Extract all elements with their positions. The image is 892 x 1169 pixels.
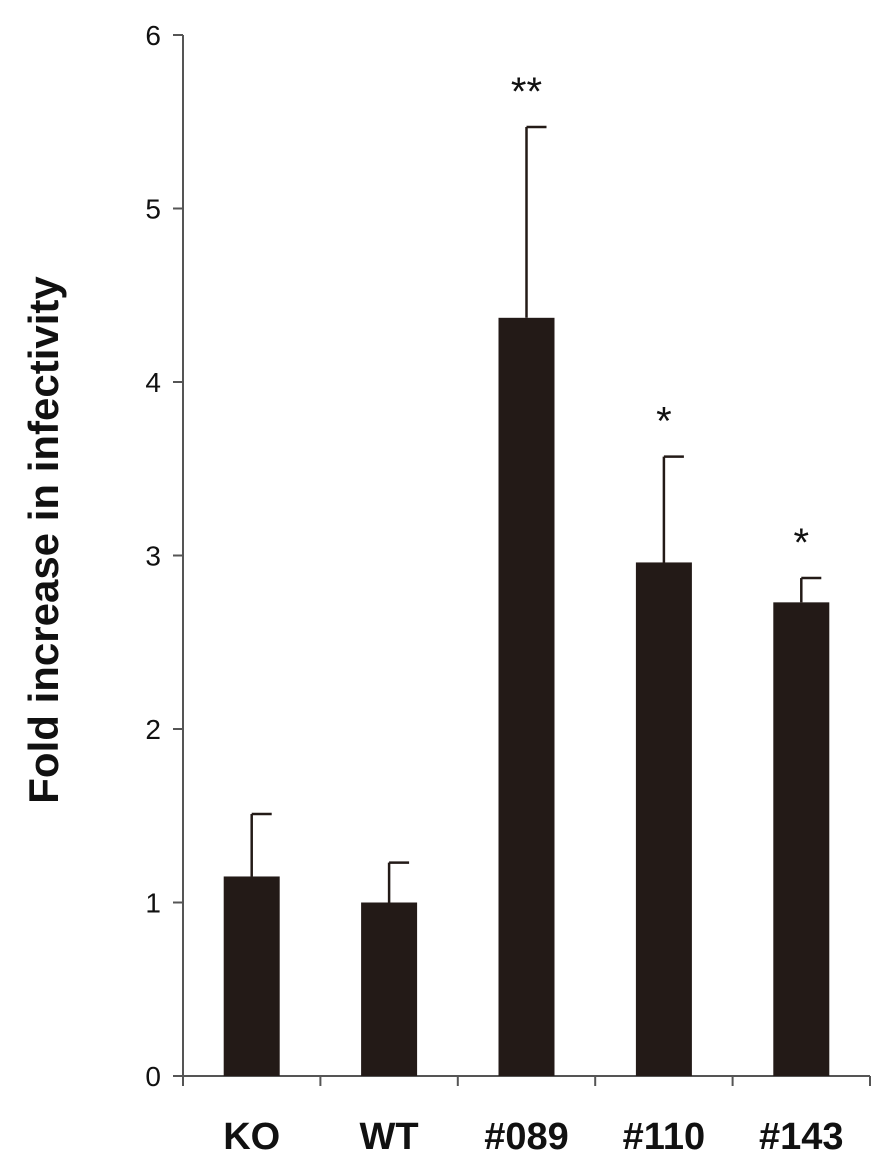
y-tick-label: 2 <box>145 714 161 745</box>
y-axis-title-group: Fold increase in infectivity <box>20 276 67 804</box>
y-tick-label: 3 <box>145 541 161 572</box>
significance-label: * <box>656 400 672 444</box>
y-axis-title: Fold increase in infectivity <box>20 276 67 804</box>
category-label: WT <box>360 1116 419 1158</box>
category-label: KO <box>223 1116 280 1158</box>
category-label: #143 <box>759 1116 844 1158</box>
y-tick-label: 6 <box>145 20 161 51</box>
bar <box>635 562 692 1076</box>
bar <box>361 902 418 1076</box>
labels: KO WT #089 ** #110 * #143 * <box>223 70 843 1158</box>
bar <box>223 876 280 1076</box>
axes: 0 1 2 3 4 5 6 <box>145 20 871 1092</box>
significance-label: ** <box>511 70 542 114</box>
bars <box>223 317 830 1076</box>
y-tick-label: 4 <box>145 367 161 398</box>
y-tick-label: 0 <box>145 1061 161 1092</box>
error-bars <box>250 125 822 903</box>
significance-label: * <box>794 521 810 565</box>
y-tick-label: 5 <box>145 194 161 225</box>
bar <box>773 602 830 1076</box>
category-label: #089 <box>484 1116 569 1158</box>
category-label: #110 <box>623 1116 705 1158</box>
y-tick-label: 1 <box>145 888 161 919</box>
bar <box>498 317 555 1076</box>
